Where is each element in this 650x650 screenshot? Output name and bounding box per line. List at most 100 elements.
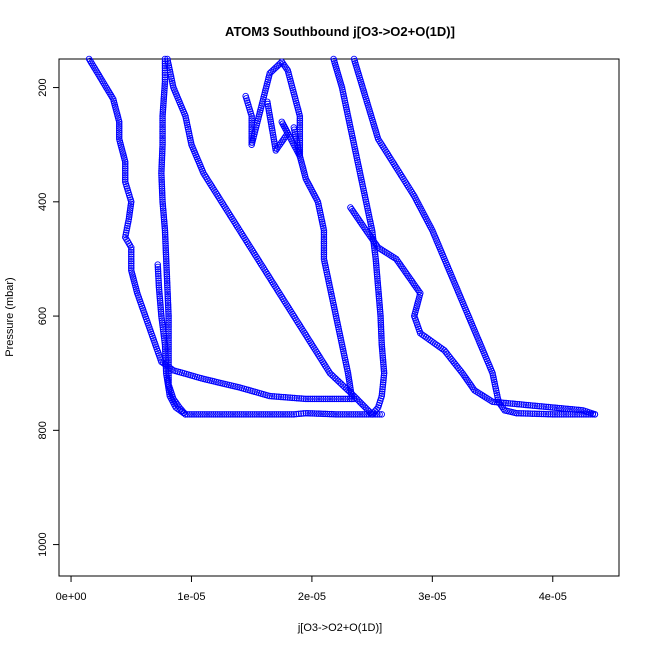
data-point — [128, 255, 135, 263]
data-point — [159, 130, 166, 137]
data-point — [547, 404, 554, 411]
data-point — [293, 410, 300, 418]
data-point — [376, 297, 383, 304]
data-point — [320, 231, 328, 239]
data-point — [527, 402, 534, 409]
data-point — [128, 248, 135, 256]
data-point — [372, 253, 379, 260]
data-point — [296, 137, 304, 144]
data-point — [162, 363, 170, 370]
data-point — [162, 354, 169, 362]
data-point — [121, 176, 129, 183]
data-point — [236, 411, 243, 418]
data-point — [529, 410, 536, 417]
data-point — [296, 112, 304, 120]
data-point — [273, 393, 280, 400]
data-point — [126, 209, 133, 216]
data-point — [337, 395, 345, 403]
data-point — [379, 379, 387, 386]
data-point — [329, 373, 337, 380]
data-point — [562, 405, 569, 412]
data-point — [275, 393, 283, 401]
data-point — [529, 402, 536, 409]
y-tick-label: 800 — [37, 421, 49, 439]
data-point — [161, 343, 169, 351]
data-point — [158, 165, 165, 173]
data-point — [162, 352, 169, 359]
data-point — [97, 75, 105, 83]
data-point — [115, 133, 123, 141]
data-point — [164, 301, 172, 309]
data-point — [498, 399, 505, 406]
data-point — [159, 137, 166, 144]
data-point — [248, 115, 255, 122]
data-point — [328, 410, 335, 418]
data-point — [210, 411, 217, 418]
data-point — [159, 198, 166, 206]
x-tick-label: 4e-05 — [539, 591, 567, 603]
data-point — [128, 253, 135, 260]
y-axis: 200 400 600 800 1000 — [37, 78, 60, 557]
data-point — [102, 83, 109, 90]
data-point — [495, 399, 503, 406]
data-point — [157, 304, 164, 311]
data-point — [244, 411, 252, 418]
data-point — [161, 222, 168, 230]
data-point — [157, 308, 165, 315]
data-point — [159, 121, 166, 129]
data-point — [160, 207, 167, 214]
data-point — [161, 341, 169, 348]
data-point — [160, 211, 167, 219]
data-point — [500, 399, 507, 407]
data-point — [208, 411, 215, 418]
data-point — [155, 272, 162, 280]
data-point — [304, 395, 312, 403]
data-point — [160, 328, 167, 335]
data-point — [121, 169, 129, 177]
data-point — [304, 410, 312, 417]
data-point — [159, 123, 166, 131]
data-point — [375, 293, 383, 300]
data-point — [354, 411, 362, 418]
data-point — [161, 336, 168, 344]
data-point — [161, 345, 169, 353]
data-point — [161, 74, 169, 81]
data-point — [370, 409, 377, 416]
data-point — [524, 410, 532, 417]
data-point — [160, 95, 168, 103]
data-point — [317, 410, 325, 418]
data-point — [296, 126, 304, 133]
data-point — [555, 404, 563, 412]
data-point — [121, 171, 129, 179]
data-point — [103, 84, 110, 92]
data-point — [160, 218, 168, 225]
data-point — [158, 176, 165, 184]
data-point — [313, 395, 321, 403]
data-point — [159, 202, 167, 210]
data-points — [85, 55, 599, 418]
data-point — [320, 395, 327, 403]
data-point — [341, 383, 348, 391]
data-point — [160, 216, 168, 223]
data-point — [334, 411, 342, 418]
data-point — [234, 411, 241, 418]
data-point — [487, 397, 494, 404]
data-point — [336, 379, 343, 386]
data-point — [162, 255, 170, 263]
data-point — [128, 260, 135, 267]
data-point — [260, 411, 267, 418]
data-point — [162, 235, 169, 243]
data-point — [188, 411, 196, 418]
data-point — [343, 411, 351, 418]
data-point — [195, 411, 202, 418]
data-point — [522, 401, 530, 409]
data-point — [158, 152, 166, 159]
data-point — [93, 68, 101, 75]
data-point — [106, 90, 114, 97]
data-point — [165, 343, 172, 351]
data-point — [157, 306, 165, 313]
data-point — [159, 112, 166, 120]
data-point — [311, 410, 318, 417]
data-point — [128, 198, 135, 206]
x-tick-label: 1e-05 — [177, 591, 205, 603]
